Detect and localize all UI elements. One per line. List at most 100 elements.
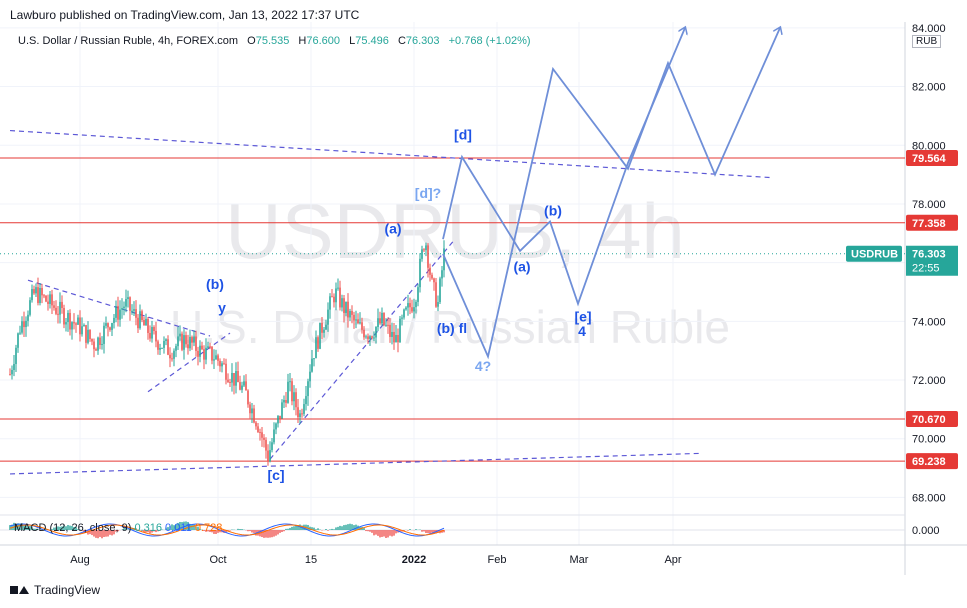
current-price-tag: [906, 245, 958, 276]
candle-body: [61, 301, 63, 309]
candle-body: [251, 408, 253, 414]
candle-body: [307, 381, 309, 397]
candle-body: [69, 312, 71, 330]
trendline: [269, 238, 456, 460]
candle-body: [109, 327, 111, 330]
candle-body: [373, 337, 375, 339]
open-value: 75.535: [255, 35, 290, 47]
candle-body: [53, 305, 55, 308]
candle-body: [347, 301, 349, 318]
candle-body: [255, 422, 257, 427]
x-tick-label: Feb: [488, 554, 507, 566]
candle-body: [269, 450, 271, 462]
candle-body: [293, 392, 295, 402]
price-level-label: 69.238: [912, 456, 946, 468]
trendline: [9, 129, 771, 179]
candle-body: [377, 318, 379, 327]
candle-body: [437, 302, 439, 307]
candle-body: [155, 330, 157, 342]
x-tick-label: 2022: [402, 554, 426, 566]
candle-body: [189, 336, 191, 349]
candle-body: [299, 413, 301, 418]
candle-body: [331, 296, 333, 298]
candle-body: [399, 318, 401, 343]
candle-body: [439, 278, 441, 303]
candle-body: [101, 343, 103, 346]
candle-body: [351, 311, 353, 315]
candle-body: [425, 245, 427, 251]
candle-body: [73, 322, 75, 324]
wave-label: 4: [578, 323, 586, 339]
candle-body: [395, 334, 397, 343]
candle-body: [201, 345, 203, 350]
candle-body: [335, 288, 337, 303]
candle-body: [317, 337, 319, 349]
candle-body: [443, 248, 445, 271]
candle-body: [375, 326, 377, 338]
projection-path: [442, 28, 780, 360]
candle-body: [313, 358, 315, 360]
candle-body: [429, 267, 431, 275]
price-level-tag: [906, 453, 958, 470]
candle-body: [239, 382, 241, 390]
candle-body: [273, 429, 275, 443]
candle-body: [153, 327, 155, 331]
y-tick-label: 72.000: [912, 375, 946, 387]
candle-body: [147, 318, 149, 333]
candle-body: [93, 341, 95, 350]
candle-body: [301, 413, 303, 415]
candle-body: [13, 364, 15, 371]
close-label: C: [397, 35, 406, 47]
candle-body: [81, 326, 83, 335]
candle-body: [87, 329, 89, 343]
candle-body: [291, 381, 293, 402]
candle-body: [355, 319, 357, 321]
wave-label: [e]: [574, 308, 591, 324]
low-value: 75.496: [355, 35, 389, 47]
symbol-name: U.S. Dollar / Russian Ruble, 4h, FOREX.c…: [18, 35, 239, 47]
x-tick-label: Oct: [209, 554, 226, 566]
candle-body: [23, 321, 25, 328]
candle-body: [247, 390, 249, 405]
macd-legend-part: 0.011: [165, 522, 195, 534]
x-tick-label: Aug: [70, 554, 90, 566]
tradingview-footer[interactable]: TradingView: [10, 583, 100, 597]
candle-body: [9, 374, 11, 376]
candle-body: [295, 392, 297, 408]
candle-body: [309, 371, 311, 382]
candle-body: [105, 323, 107, 326]
projection-path: [442, 28, 685, 307]
candle-body: [151, 327, 153, 339]
candle-body: [265, 439, 267, 451]
tradingview-logo-icon: [10, 584, 30, 596]
candle-body: [421, 249, 423, 259]
currency-tag[interactable]: RUB: [912, 35, 942, 48]
candle-body: [391, 331, 393, 337]
wave-label: [d]?: [415, 185, 441, 201]
trendline: [147, 332, 231, 393]
candle-body: [167, 339, 169, 355]
wave-label: 4?: [475, 358, 491, 374]
candle-body: [197, 350, 199, 357]
candle-body: [259, 431, 261, 433]
candle-body: [25, 320, 27, 328]
candle-body: [253, 408, 255, 423]
candle-body: [423, 249, 425, 251]
candle-body: [79, 317, 81, 335]
candle-body: [191, 336, 193, 343]
candle-body: [59, 301, 61, 315]
candle-body: [113, 317, 115, 323]
candle-body: [231, 372, 233, 383]
candle-body: [57, 313, 59, 315]
candle-body: [387, 324, 389, 326]
candle-body: [171, 358, 173, 360]
candle-body: [177, 336, 179, 347]
candle-body: [11, 370, 13, 375]
candle-body: [383, 312, 385, 325]
candle-body: [33, 289, 35, 294]
candle-body: [133, 309, 135, 311]
candle-body: [225, 363, 227, 380]
candle-body: [127, 297, 129, 299]
candle-body: [179, 333, 181, 337]
